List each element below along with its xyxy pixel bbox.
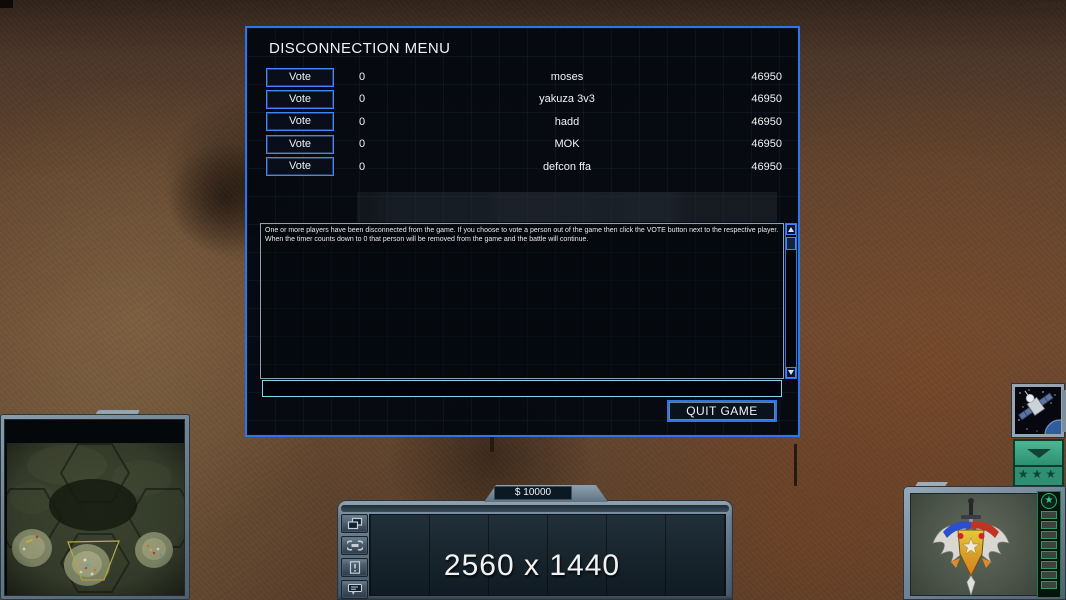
terrain-debris [490, 437, 494, 452]
game-timer: 00:00:01 [1025, 1, 1062, 10]
minimap-panel [0, 414, 190, 600]
instructions-box: One or more players have been disconnect… [260, 223, 784, 379]
terrain-tree [794, 444, 797, 486]
general-portrait [910, 493, 1059, 596]
dialog-title: DISCONNECTION MENU [269, 40, 451, 57]
resolution-text: 2560 x 1440 [443, 549, 621, 582]
minimap-screen [4, 419, 185, 596]
vote-count: 0 [358, 138, 366, 151]
scrollbar-thumb[interactable] [786, 237, 796, 250]
vote-button[interactable]: Vote [266, 157, 334, 177]
rank-stars-icon: ★★★ [1017, 467, 1060, 481]
collapse-arrow-icon [1026, 448, 1051, 458]
xp-star-icon: ★ [1041, 493, 1057, 509]
collapse-panel-button[interactable] [1015, 441, 1062, 467]
money-display: $ 10000 [494, 486, 572, 500]
control-bar-rail [341, 505, 729, 512]
disconnect-timer: 46950 [751, 115, 782, 128]
vote-button[interactable]: Vote [266, 67, 334, 87]
disconnect-timer: 46950 [751, 138, 782, 151]
scroll-down-button[interactable] [786, 367, 796, 378]
disconnect-timer: 46950 [751, 160, 782, 173]
xp-segment [1041, 571, 1057, 579]
player-name: defcon ffa [542, 160, 592, 173]
disconnect-timer: 46950 [751, 71, 782, 83]
usa-general-emblem-icon [932, 498, 1010, 596]
scroll-up-icon [788, 227, 794, 232]
alert-button[interactable] [341, 558, 368, 577]
debug-readout [0, 0, 13, 8]
satellite-icon [1015, 387, 1066, 451]
experience-bar: ★ [1037, 491, 1061, 598]
player-name: yakuza 3v3 [539, 93, 595, 106]
xp-segment [1041, 561, 1057, 569]
scroll-down-icon [788, 370, 794, 375]
background-ghost-imagery [357, 192, 777, 222]
xp-segment [1041, 551, 1057, 559]
instructions-text: One or more players have been disconnect… [265, 227, 779, 243]
disconnect-timer: 46950 [751, 93, 782, 106]
vote-count: 0 [358, 93, 366, 106]
vote-row: Vote 0 yakuza 3v3 46950 [247, 88, 798, 110]
quit-game-button[interactable]: QUIT GAME [667, 400, 777, 422]
xp-segment [1041, 541, 1057, 549]
alert-icon [349, 561, 360, 574]
vote-button[interactable]: Vote [266, 89, 334, 109]
beacon-button[interactable] [341, 580, 368, 599]
player-name: moses [550, 71, 584, 83]
vote-row: Vote 0 defcon ffa 46950 [247, 156, 798, 178]
xp-segment [1041, 511, 1057, 519]
vote-count: 0 [358, 71, 366, 83]
satellite-cameo[interactable] [1012, 384, 1066, 451]
windows-icon [347, 517, 362, 530]
beacon-icon [347, 583, 362, 595]
wrench-icon [346, 540, 363, 551]
instructions-scrollbar[interactable] [785, 223, 797, 379]
command-panel [369, 514, 726, 596]
minimap-radar[interactable] [7, 443, 184, 595]
vote-row: Vote 0 moses 46950 [247, 66, 798, 88]
adjacent-cameo-frame [1062, 390, 1066, 432]
xp-segment [1041, 581, 1057, 589]
disconnection-menu-dialog: DISCONNECTION MENU Vote 0 moses 46950 Vo… [245, 26, 800, 437]
tools-button[interactable] [341, 536, 368, 555]
vote-count: 0 [358, 115, 366, 128]
vote-count: 0 [358, 160, 366, 173]
xp-star-glyph: ★ [1044, 495, 1054, 506]
chat-input[interactable] [262, 380, 782, 397]
player-name: MOK [554, 138, 580, 151]
vote-list: Vote 0 moses 46950 Vote 0 yakuza 3v3 469… [247, 66, 798, 178]
options-button[interactable] [341, 514, 368, 533]
scroll-up-button[interactable] [786, 224, 796, 235]
vote-button[interactable]: Vote [266, 112, 334, 132]
xp-segment [1041, 521, 1057, 529]
player-name: hadd [554, 115, 580, 128]
xp-segment [1041, 531, 1057, 539]
vote-row: Vote 0 hadd 46950 [247, 111, 798, 133]
rank-panel: ★★★ [1013, 439, 1064, 487]
vote-row: Vote 0 MOK 46950 [247, 133, 798, 155]
vote-button[interactable]: Vote [266, 134, 334, 154]
